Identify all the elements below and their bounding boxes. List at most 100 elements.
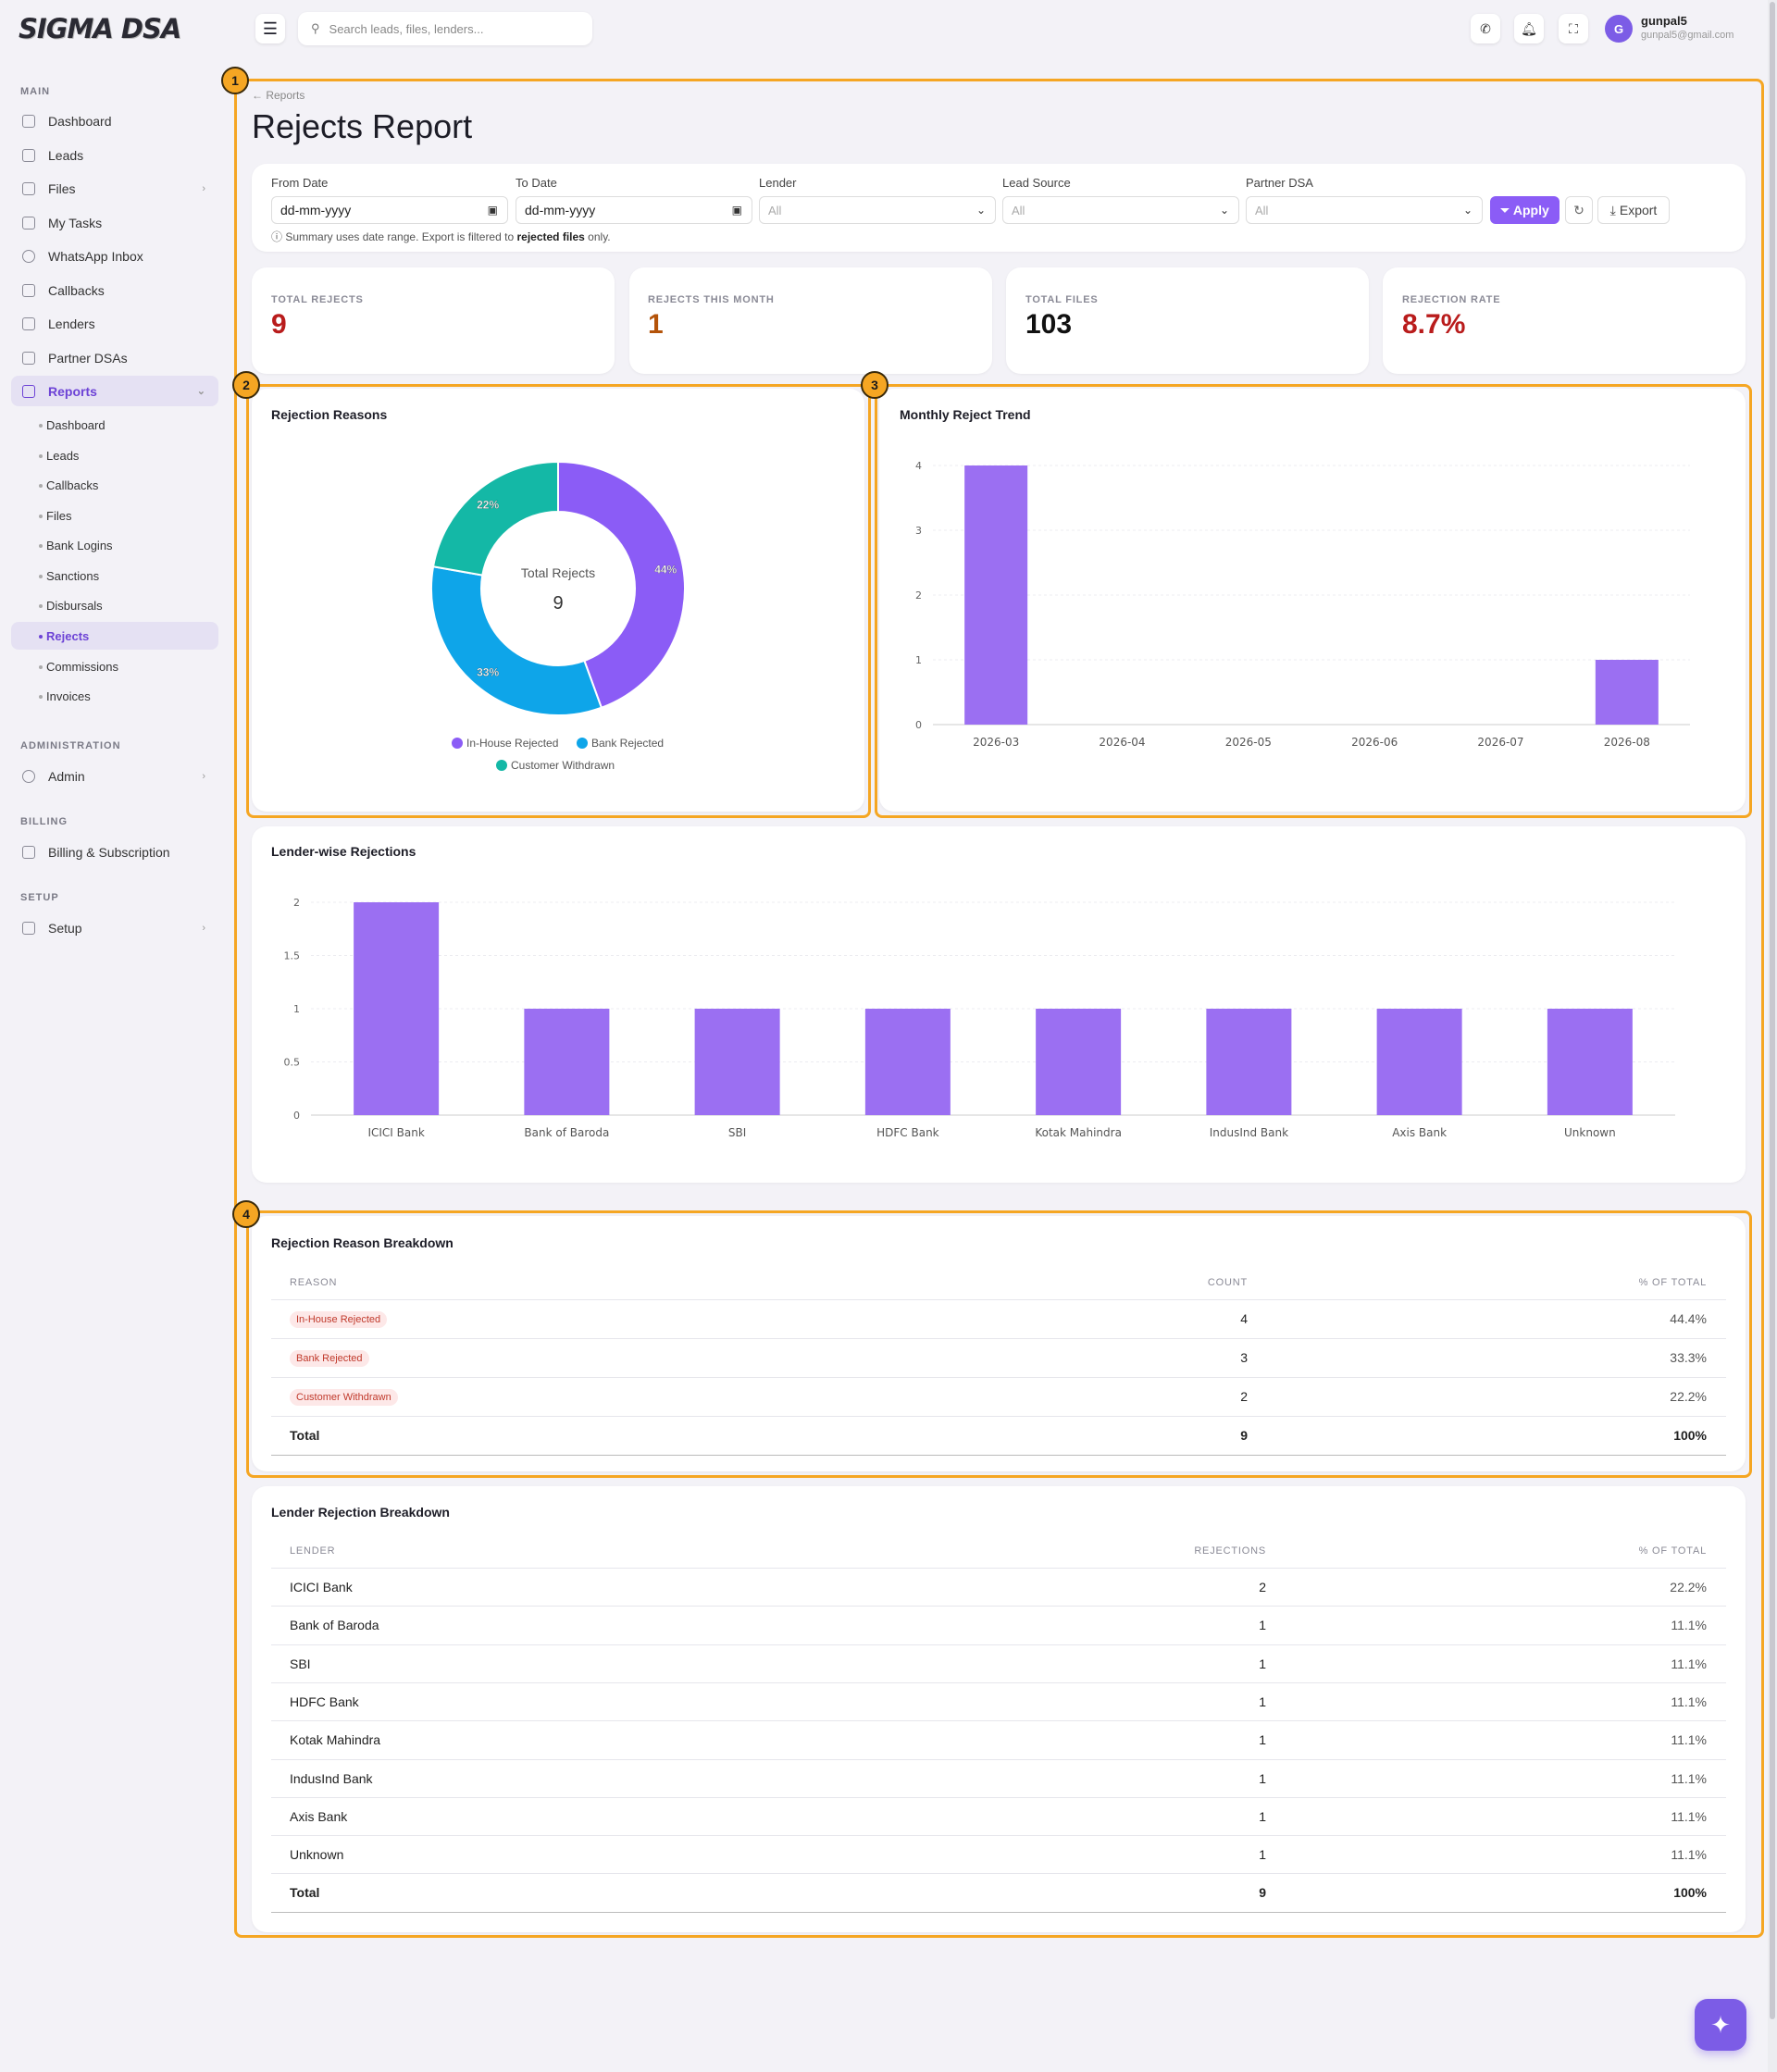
sidebar-item-label: Setup xyxy=(48,920,82,936)
legend-swatch xyxy=(496,760,507,771)
partner-dsa-select[interactable]: All ⌄ xyxy=(1246,196,1483,224)
legend-item[interactable]: In-House Rejected xyxy=(452,737,558,750)
reason-breakdown-card xyxy=(252,1216,1746,1471)
page-title: Rejects Report xyxy=(252,107,473,145)
sidebar-subitem-bank-logins[interactable]: Bank Logins xyxy=(11,531,218,559)
sidebar-item-partner-dsas[interactable]: Partner DSAs xyxy=(11,342,218,373)
sidebar-subitem-invoices[interactable]: Invoices xyxy=(11,682,218,710)
divider xyxy=(271,1416,1726,1417)
calendar-icon: ▣ xyxy=(731,204,742,217)
from-date-input[interactable]: dd-mm-yyyy ▣ xyxy=(271,196,508,224)
export-button[interactable]: ⤓ Export xyxy=(1597,196,1670,224)
bar xyxy=(1547,1009,1633,1115)
slice-label: 22% xyxy=(477,499,499,512)
reset-button[interactable]: ↻ xyxy=(1565,196,1593,224)
legend-swatch xyxy=(452,738,463,749)
sidebar-item-reports[interactable]: Reports ⌄ xyxy=(11,376,218,406)
to-date-input[interactable]: dd-mm-yyyy ▣ xyxy=(516,196,752,224)
sidebar-item-label: Leads xyxy=(48,147,84,163)
bell-icon: 🔔︎ xyxy=(1521,20,1537,36)
sidebar-subitem-disbursals[interactable]: Disbursals xyxy=(11,591,218,619)
sidebar-item-label: Reports xyxy=(48,383,97,399)
sidebar-item-files[interactable]: Files › xyxy=(11,173,218,204)
reason-badge: Customer Withdrawn xyxy=(290,1389,398,1406)
y-tick-label: 0 xyxy=(293,1110,300,1122)
chevron-down-icon: ⌄ xyxy=(1462,204,1473,217)
section-billing: BILLING xyxy=(20,816,68,827)
table-cell: ICICI Bank xyxy=(290,1580,353,1594)
y-tick-label: 0.5 xyxy=(284,1057,301,1069)
legend-label: Bank Rejected xyxy=(591,737,665,750)
sidebar-subitem-callbacks[interactable]: Callbacks xyxy=(11,471,218,499)
sidebar-item-label: Partner DSAs xyxy=(48,350,128,366)
section-main: MAIN xyxy=(20,86,51,97)
sidebar-item-whatsapp-inbox[interactable]: WhatsApp Inbox xyxy=(11,241,218,271)
sidebar-item-lenders[interactable]: Lenders xyxy=(11,308,218,339)
scrollbar-thumb[interactable] xyxy=(1770,2,1775,2019)
lender-wise-chart: 0 0.5 1 1.5 2 ICICI Bank Bank of Baroda SBI HDFC… xyxy=(284,897,1675,1139)
to-date-value: dd-mm-yyyy xyxy=(525,203,596,217)
lead-source-select[interactable]: All ⌄ xyxy=(1002,196,1239,224)
sidebar-subitem-leads[interactable]: Leads xyxy=(11,441,218,469)
divider xyxy=(271,1299,1726,1300)
filter-icon: ⏷ xyxy=(1500,203,1510,217)
search-input[interactable]: ⚲ Search leads, files, lenders... xyxy=(298,12,592,45)
annotation-badge: 2 xyxy=(232,371,260,399)
sidebar-item-dashboard[interactable]: Dashboard xyxy=(11,105,218,136)
x-tick-label: 2026-08 xyxy=(1604,736,1650,749)
sidebar-subitem-dashboard[interactable]: Dashboard xyxy=(11,411,218,439)
expand-icon: ⛶ xyxy=(1569,20,1578,36)
bar xyxy=(524,1009,610,1115)
legend-item[interactable]: Bank Rejected xyxy=(577,737,664,750)
info-icon: ⓘ xyxy=(271,230,286,243)
table-cell: 1 xyxy=(1259,1618,1266,1633)
ai-assistant-button[interactable]: ✦ xyxy=(1695,1999,1746,2051)
sidebar-item-label: My Tasks xyxy=(48,215,103,230)
whatsapp-icon: ✆ xyxy=(1480,20,1491,36)
chevron-right-icon: › xyxy=(202,182,205,194)
whatsapp-button[interactable]: ✆ xyxy=(1471,14,1500,43)
refresh-icon: ↻ xyxy=(1573,202,1584,217)
lender-wise-card xyxy=(252,826,1746,1183)
fullscreen-button[interactable]: ⛶ xyxy=(1559,14,1588,43)
x-tick-label: Kotak Mahindra xyxy=(1035,1126,1122,1139)
sidebar-subitem-sanctions[interactable]: Sanctions xyxy=(11,562,218,589)
column-header: REASON xyxy=(290,1277,338,1288)
table-cell: 1 xyxy=(1259,1770,1266,1786)
bar xyxy=(964,465,1028,725)
table-cell: 22.2% xyxy=(1670,1580,1707,1594)
note-bold: rejected files xyxy=(516,230,585,243)
sidebar-item-billing[interactable]: Billing & Subscription xyxy=(11,837,218,867)
lender-select[interactable]: All ⌄ xyxy=(759,196,996,224)
x-tick-label: 2026-03 xyxy=(973,736,1019,749)
search-icon: ⚲ xyxy=(311,21,320,35)
apply-button[interactable]: ⏷ Apply xyxy=(1490,196,1560,224)
sidebar-item-my-tasks[interactable]: My Tasks xyxy=(11,207,218,238)
sidebar-subitem-commissions[interactable]: Commissions xyxy=(11,652,218,680)
y-tick-label: 2 xyxy=(915,589,922,602)
table-cell: 1 xyxy=(1259,1847,1266,1863)
file-icon xyxy=(22,181,35,195)
x-tick-label: 2026-04 xyxy=(1099,736,1145,749)
sidebar-subitem-files[interactable]: Files xyxy=(11,502,218,529)
lender-breakdown-card xyxy=(252,1486,1746,1932)
sidebar-item-leads[interactable]: Leads xyxy=(11,140,218,170)
table-cell: 22.2% xyxy=(1670,1389,1707,1404)
slice-label: 44% xyxy=(654,564,677,577)
divider xyxy=(271,1455,1726,1456)
app-logo: SIGMA DSA xyxy=(19,13,181,44)
sidebar-subitem-rejects[interactable]: Rejects xyxy=(11,622,218,650)
sidebar-item-setup[interactable]: Setup › xyxy=(11,912,218,943)
breadcrumb[interactable]: ← Reports xyxy=(252,89,305,102)
donut-center-label: Total Rejects xyxy=(520,565,596,580)
scrollbar[interactable] xyxy=(1768,0,1777,2072)
annotation-box-4 xyxy=(246,1210,1752,1478)
x-tick-label: IndusInd Bank xyxy=(1210,1126,1288,1139)
sidebar-item-callbacks[interactable]: Callbacks xyxy=(11,275,218,305)
table-cell: 2 xyxy=(1240,1389,1248,1404)
notifications-button[interactable]: 🔔︎ xyxy=(1514,14,1544,43)
avatar[interactable]: G xyxy=(1605,15,1633,43)
legend-item[interactable]: Customer Withdrawn xyxy=(496,759,615,772)
menu-toggle-button[interactable]: ☰ xyxy=(255,14,285,43)
sidebar-item-admin[interactable]: Admin › xyxy=(11,761,218,791)
